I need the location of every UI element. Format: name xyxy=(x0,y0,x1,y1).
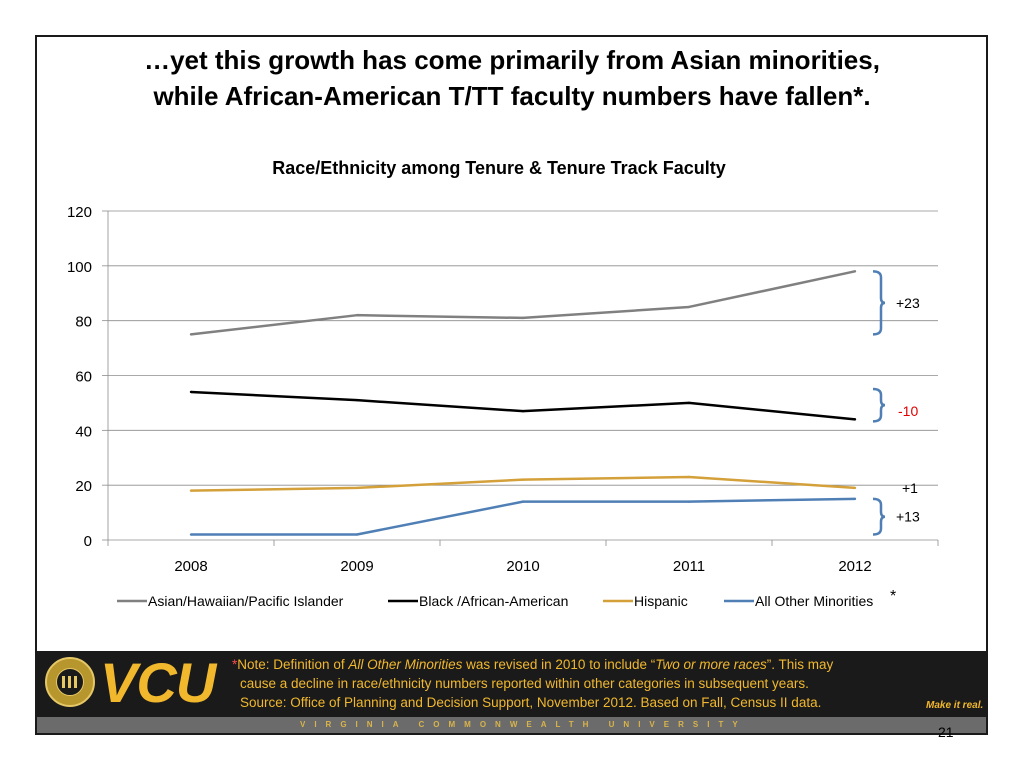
line-chart: Race/Ethnicity among Tenure & Tenure Tra… xyxy=(67,158,939,609)
footer-strip xyxy=(37,717,986,733)
data-point-0-1 xyxy=(355,313,359,317)
vcu-logo: VCU xyxy=(100,651,216,714)
brace-asian xyxy=(872,270,886,336)
annotation-hispanic: +1 xyxy=(902,480,918,496)
data-point-1-1 xyxy=(355,398,359,402)
slide-title-line-2: while African-American T/TT faculty numb… xyxy=(153,81,871,111)
legend-label-2: Hispanic xyxy=(634,593,688,609)
series-line-0 xyxy=(190,270,856,336)
note-term: All Other Minorities xyxy=(348,657,463,672)
university-name: VIRGINIA COMMONWEALTH UNIVERSITY xyxy=(300,720,747,729)
footer-note-line-3: Source: Office of Planning and Decision … xyxy=(240,695,822,710)
annotation-other: +13 xyxy=(896,509,920,525)
data-point-0-3 xyxy=(687,305,691,309)
data-point-1-0 xyxy=(189,390,193,394)
data-point-0-4 xyxy=(853,270,857,273)
legend-label-0: Asian/Hawaiian/Pacific Islander xyxy=(148,593,344,609)
note-term2: Two or more races xyxy=(655,657,767,672)
data-point-2-3 xyxy=(687,475,691,479)
slide-title: …yet this growth has come primarily from… xyxy=(0,42,1024,114)
legend-label-3: All Other Minorities xyxy=(755,593,873,609)
data-point-1-4 xyxy=(853,418,857,421)
footer-note-line-2: cause a decline in race/ethnicity number… xyxy=(240,676,809,691)
slide-frame xyxy=(35,35,988,735)
note-mid: was revised in 2010 to include “ xyxy=(462,657,656,672)
footer-note-line-1: *Note: Definition of All Other Minoritie… xyxy=(232,655,952,674)
y-tick-label-40: 40 xyxy=(75,423,92,440)
tagline: Make it real. xyxy=(926,700,984,711)
note-end: ”. This may xyxy=(766,657,834,672)
note-star: * xyxy=(232,657,238,672)
y-tick-label-100: 100 xyxy=(67,259,92,276)
brace-other xyxy=(872,497,886,536)
data-point-1-3 xyxy=(687,401,691,405)
note-prefix: Note: Definition of xyxy=(237,657,349,672)
data-point-2-0 xyxy=(189,489,193,492)
series-line-1 xyxy=(190,390,856,421)
data-point-3-3 xyxy=(687,500,691,503)
y-tick-label-60: 60 xyxy=(75,369,92,386)
x-tick-label-2011: 2011 xyxy=(673,558,705,575)
data-point-1-2 xyxy=(521,409,525,413)
footer-band xyxy=(37,651,986,717)
data-point-0-0 xyxy=(189,333,193,336)
legend-label-1: Black /African-American xyxy=(419,593,568,609)
data-point-3-4 xyxy=(853,497,857,501)
x-tick-label-2009: 2009 xyxy=(340,558,373,575)
y-tick-label-80: 80 xyxy=(75,314,92,331)
chart-title: Race/Ethnicity among Tenure & Tenure Tra… xyxy=(272,158,725,178)
data-point-3-2 xyxy=(521,500,525,503)
x-tick-label-2012: 2012 xyxy=(838,558,871,575)
vcu-seal-icon xyxy=(45,657,95,707)
data-point-2-2 xyxy=(521,478,525,481)
x-tick-label-2010: 2010 xyxy=(506,558,539,575)
annotation-asian: +23 xyxy=(896,295,920,311)
y-tick-label-120: 120 xyxy=(67,204,92,221)
data-point-3-0 xyxy=(189,533,193,536)
page-number: 21 xyxy=(938,724,954,740)
data-point-2-1 xyxy=(355,486,359,490)
annotation-black: -10 xyxy=(898,403,918,419)
brace-black xyxy=(872,387,886,423)
legend-asterisk: * xyxy=(890,588,896,605)
data-point-3-1 xyxy=(355,533,359,536)
x-tick-label-2008: 2008 xyxy=(174,558,207,575)
y-tick-label-0: 0 xyxy=(84,533,92,550)
slide-title-line-1: …yet this growth has come primarily from… xyxy=(144,45,880,75)
footer-note: *Note: Definition of All Other Minoritie… xyxy=(232,655,952,712)
data-point-2-4 xyxy=(853,486,857,490)
data-point-0-2 xyxy=(521,316,525,320)
series-line-3 xyxy=(191,497,856,536)
y-tick-label-20: 20 xyxy=(75,478,92,495)
